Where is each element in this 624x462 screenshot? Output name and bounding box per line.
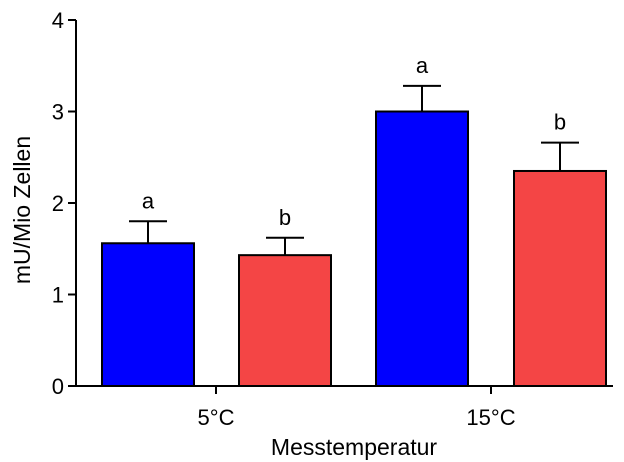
significance-label-series1-1: a — [142, 188, 155, 213]
y-tick-label-1: 1 — [52, 283, 64, 308]
x-axis-title: Messtemperatur — [271, 434, 438, 460]
significance-label-series2-2: b — [554, 110, 566, 135]
y-axis-title: mU/Mio Zellen — [9, 136, 35, 284]
bar-series1-1 — [101, 242, 195, 387]
y-tick-label-4: 4 — [52, 8, 64, 33]
bar-series2-2 — [513, 169, 607, 387]
significance-label-series2-1: b — [279, 205, 291, 230]
x-tick-label-0: 5°C — [198, 405, 235, 430]
bars-layer: a a b b — [101, 53, 607, 387]
y-tick-label-3: 3 — [52, 100, 64, 125]
x-tick-label-1: 15°C — [466, 405, 515, 430]
bar-series2-1 — [238, 254, 332, 387]
significance-label-series1-2: a — [416, 53, 429, 78]
bar-series1-2 — [375, 110, 469, 387]
axes-layer: 0 1 2 3 4 5°C 15°C — [52, 8, 613, 430]
y-tick-label-2: 2 — [52, 191, 64, 216]
y-tick-label-0: 0 — [52, 374, 64, 399]
